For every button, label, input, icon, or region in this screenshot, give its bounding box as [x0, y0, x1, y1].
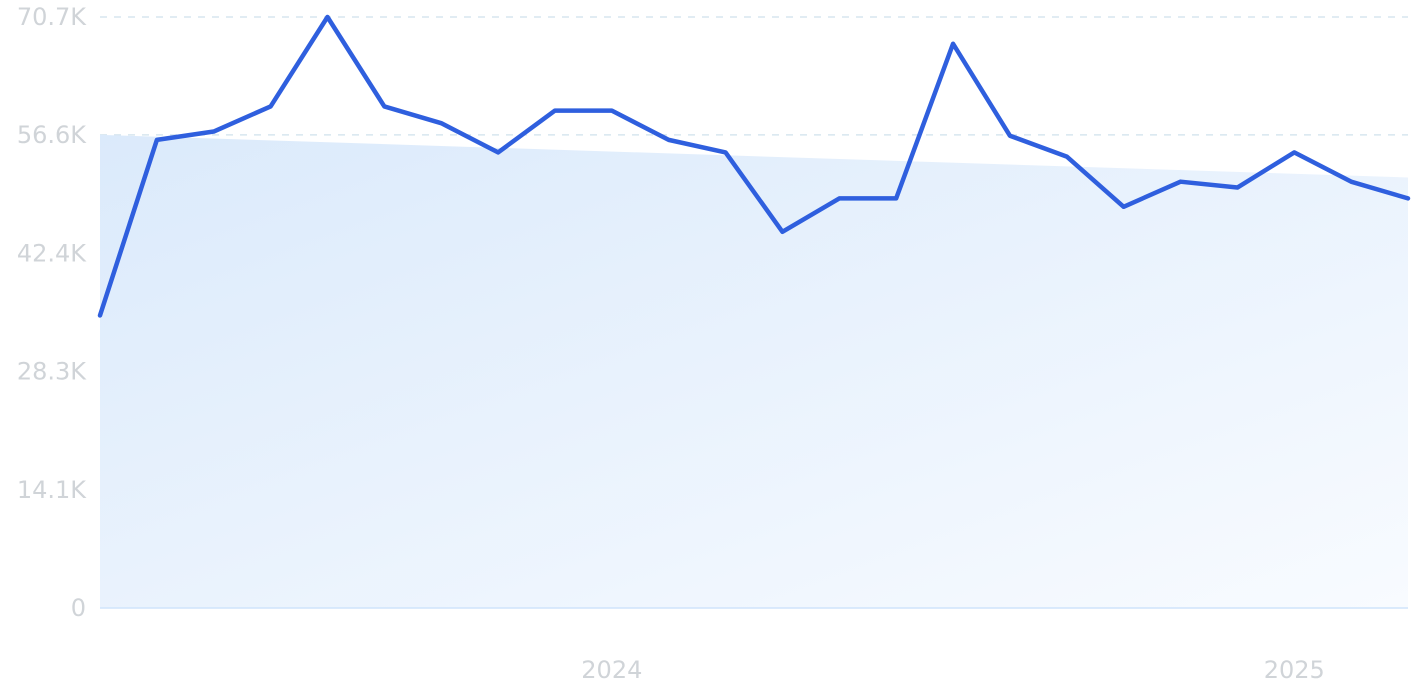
y-axis-labels: 0 14.1K 28.3K 42.4K 56.6K 70.7K: [17, 3, 87, 622]
y-tick-label: 42.4K: [17, 240, 87, 268]
trend-area: [100, 134, 1408, 608]
y-tick-label: 0: [71, 594, 86, 622]
y-tick-label: 70.7K: [17, 3, 87, 31]
y-tick-label: 28.3K: [17, 357, 87, 385]
y-tick-label: 56.6K: [17, 121, 87, 149]
y-tick-label: 14.1K: [17, 476, 87, 504]
series-line: [97, 14, 1411, 318]
trend-area-layer: [100, 134, 1408, 608]
series-line-layer: [97, 14, 1411, 318]
x-tick-label: 2024: [581, 656, 642, 684]
x-axis-labels: 2024 2025: [581, 656, 1325, 684]
x-tick-label: 2025: [1264, 656, 1325, 684]
